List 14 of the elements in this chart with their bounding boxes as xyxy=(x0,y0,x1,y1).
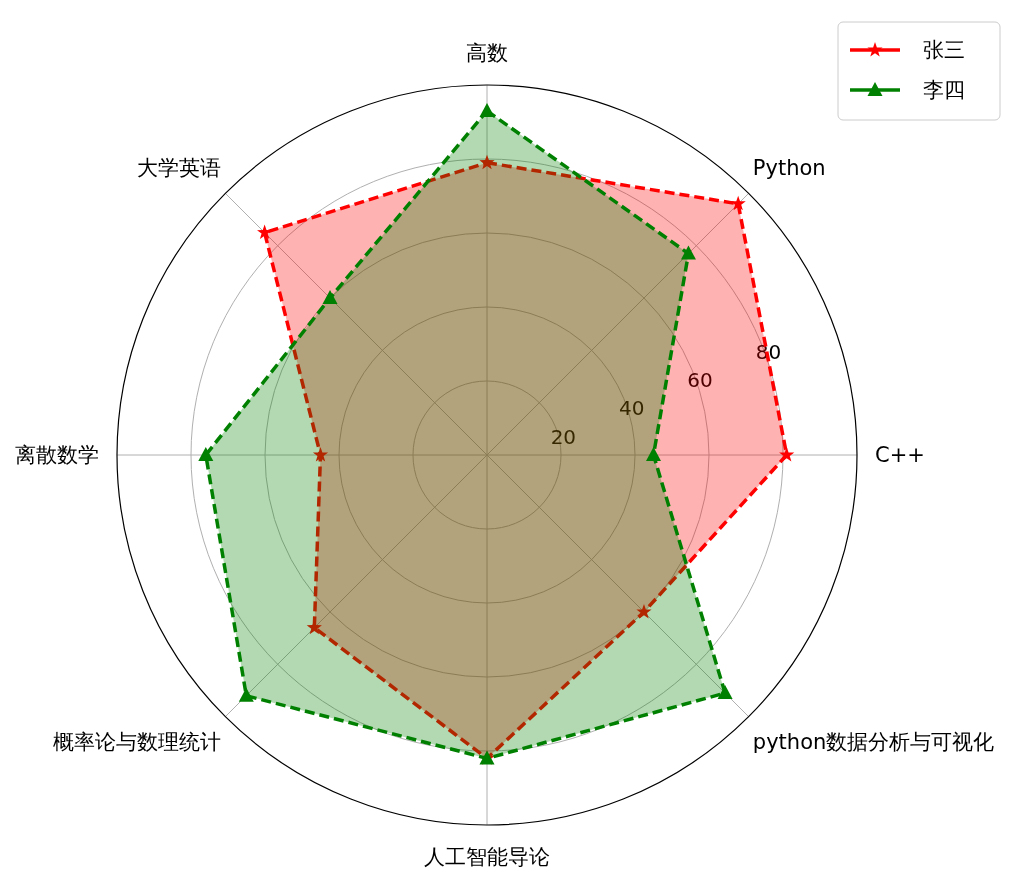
spoke-label: 人工智能导论 xyxy=(424,845,550,869)
spoke-label: 离散数学 xyxy=(15,443,99,467)
spoke-label: 高数 xyxy=(466,41,508,65)
spoke-label: C++ xyxy=(875,443,925,467)
legend-label: 李四 xyxy=(923,78,965,102)
spoke-label: Python xyxy=(752,155,826,180)
spoke-label: 大学英语 xyxy=(137,155,222,180)
y-tick-label: 60 xyxy=(687,368,713,393)
y-tick-label: 40 xyxy=(619,396,645,421)
spoke-label: python数据分析与可视化 xyxy=(752,730,995,755)
legend-label: 张三 xyxy=(923,38,965,62)
y-tick-label: 20 xyxy=(550,424,577,449)
y-tick-label: 80 xyxy=(755,339,782,364)
spoke-label: 概率论与数理统计 xyxy=(53,730,222,755)
